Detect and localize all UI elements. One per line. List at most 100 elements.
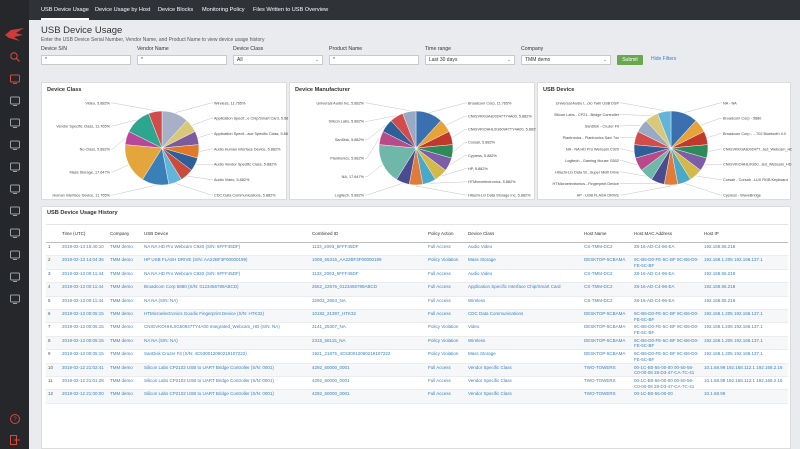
table-row[interactable]: 6 2019-02-13 00:05:15 TMM demo HTMicroelect…: [46, 309, 788, 324]
monitor-icon[interactable]: [6, 92, 23, 109]
slice-leader-line: [199, 148, 213, 152]
nav-tab-files-written-to-usb[interactable]: Files Written to USB Overview: [253, 7, 329, 13]
column-header[interactable]: Device Class: [466, 224, 582, 243]
gear-icon[interactable]: [6, 224, 23, 241]
radar-icon[interactable]: [6, 70, 23, 87]
table-cell: 192.168.1.205 192.168.137.1: [702, 322, 788, 337]
column-header[interactable]: [46, 224, 60, 243]
pie-slice[interactable]: [378, 144, 417, 180]
table-cell: CS-TMM-DC2: [582, 269, 632, 284]
table-cell: Full Access: [426, 296, 466, 310]
table-cell: TMM demo: [108, 269, 142, 284]
table-cell: 2019-02-12 21:01:28: [60, 376, 108, 391]
table-cell: 10: [46, 363, 60, 377]
pie-slice[interactable]: [657, 110, 672, 149]
table-cell: Policy Violation: [426, 322, 466, 337]
slice-label: Universal Audio Inc, 5.882%: [317, 101, 365, 105]
table-row[interactable]: 9 2019-02-13 00:05:15 TMM demo SanDisk Cruz…: [46, 349, 788, 364]
table-cell: 9C-B6-D0-FE-5C-BF 9C-B6-D0-FE-5C-BF: [632, 309, 702, 324]
vendor-name-input[interactable]: *: [137, 55, 227, 65]
logout-icon[interactable]: [6, 431, 23, 448]
slice-label: Mass Storage, 17.647%: [69, 170, 110, 174]
time-range-select[interactable]: Last 30 days ⌄: [425, 55, 515, 65]
table-cell[interactable]: CNIGVKOHHL0G60947TY4A00 Integrated_Webca…: [142, 322, 310, 337]
slice-leader-line: [192, 118, 213, 126]
table-row[interactable]: 4 2019-02-13 00:11:44 TMM demo Broadcom Cor…: [46, 282, 788, 297]
table-cell[interactable]: NA NA HD Pro Webcam C920 (S/N: 6FFF45DF): [142, 242, 310, 257]
sliders-icon[interactable]: [6, 158, 23, 175]
globe-icon[interactable]: [6, 268, 23, 285]
table-cell[interactable]: SanDisk Cruzer Fit (S/N: 4C5300120602191…: [142, 349, 310, 364]
table-cell: 28-16-AD-C4-96-EA: [632, 282, 702, 297]
nav-tab-device-usage-by-host[interactable]: Device Usage by Host: [95, 7, 151, 13]
table-cell[interactable]: NA NA (S/N: NA): [142, 296, 310, 310]
table-row[interactable]: 2 2019-02-13 14:04:36 TMM demo HP USB FLASH…: [46, 255, 788, 270]
table-row[interactable]: 1 2019-02-13 15:40:10 TMM demo NA NA HD Pro…: [46, 242, 788, 257]
table-cell: Policy Violation: [426, 349, 466, 364]
table-row[interactable]: 12 2019-02-12 21:00:00 TMM demo Silicon Lab…: [46, 389, 788, 404]
nav-tab-monitoring-policy[interactable]: Monitoring Policy: [202, 7, 245, 13]
slice-label: Corsair, 5.882%: [468, 141, 496, 145]
slice-label: HTMicroelectronics, 5.882%: [468, 180, 516, 184]
shield-icon[interactable]: [6, 290, 23, 307]
user-icon[interactable]: [6, 246, 23, 263]
table-cell[interactable]: NA NA (S/N: NA): [142, 336, 310, 351]
table-row[interactable]: 3 2019-02-13 00:11:44 TMM demo NA NA HD Pro…: [46, 269, 788, 284]
table-cell[interactable]: Silicon Labs CP2102 USB to UART Bridge C…: [142, 389, 310, 404]
column-header[interactable]: Host MAC Address: [632, 224, 702, 243]
slice-label: Hitachi-LG Data Storage Inc, 5.882%: [468, 193, 531, 197]
help-icon[interactable]: ?: [6, 410, 23, 427]
device-class-label: Device Class: [233, 46, 264, 52]
table-cell[interactable]: Broadcom Corp 5880 (S/N: 0123456789ABCD): [142, 282, 310, 297]
column-header[interactable]: Host IP: [702, 224, 788, 243]
sliders-icon[interactable]: [6, 136, 23, 153]
slice-leader-line: [620, 102, 665, 111]
table-row[interactable]: 10 2019-02-12 21:02:41 TMM demo Silicon Lab…: [46, 363, 788, 377]
column-header[interactable]: USB Device: [142, 224, 310, 243]
table-row[interactable]: 7 2019-02-13 00:05:15 TMM demo CNIGVKOHHL0G…: [46, 322, 788, 337]
device-sn-input[interactable]: *: [41, 55, 131, 65]
table-row[interactable]: 11 2019-02-12 21:01:28 TMM demo Silicon Lab…: [46, 376, 788, 391]
pie-slice[interactable]: [124, 144, 163, 180]
search-icon[interactable]: [6, 48, 23, 65]
nav-tab-usb-device-usage[interactable]: USB Device Usage: [41, 0, 89, 20]
table-cell[interactable]: NA NA HD Pro Webcam C920 (S/N: 6FFF45DF): [142, 269, 310, 284]
submit-button[interactable]: Submit: [617, 55, 643, 65]
slice-label: Audio Vendor Specific Class, 5.882%: [214, 163, 277, 167]
nav-tab-device-blocks[interactable]: Device Blocks: [158, 7, 194, 13]
slice-label: Audio Video, 5.882%: [214, 178, 250, 182]
table-cell: Full Access: [426, 376, 466, 391]
column-header[interactable]: Host Name: [582, 224, 632, 243]
table-cell: Vendor Specific Class: [466, 376, 582, 391]
table-cell: 28-16-AD-C4-96-EA: [632, 242, 702, 257]
network-icon[interactable]: [6, 202, 23, 219]
table-cell[interactable]: HP USB FLASH DRIVE (S/N: AA22BF3F0000019…: [142, 255, 310, 270]
history-table: Time (UTC) Company USB Device Combined ID Po…: [46, 224, 788, 404]
product-name-input[interactable]: *: [329, 55, 419, 65]
table-cell[interactable]: HTMicroelectronics Goodix Fingerprint De…: [142, 309, 310, 324]
company-select[interactable]: TMM demo ⌄: [521, 55, 611, 65]
table-cell: 2019-02-13 14:04:36: [60, 255, 108, 270]
table-row[interactable]: 8 2019-02-13 00:05:15 TMM demo NA NA (S/N: …: [46, 336, 788, 351]
table-cell: 6: [46, 309, 60, 324]
table-cell[interactable]: Silicon Labs CP2102 USB to UART Bridge C…: [142, 376, 310, 391]
column-header[interactable]: Company: [108, 224, 142, 243]
pie-slice[interactable]: [402, 110, 417, 149]
pie-slice[interactable]: [148, 110, 163, 149]
table-cell[interactable]: Silicon Labs CP2102 USB to UART Bridge C…: [142, 363, 310, 377]
table-cell: 2019-02-13 00:05:15: [60, 309, 108, 324]
column-header[interactable]: Policy Action: [426, 224, 466, 243]
table-cell: 2: [46, 255, 60, 270]
hide-filters-link[interactable]: Hide Filters: [651, 56, 677, 62]
table-cell: Application Specific Interface Chip/Smar…: [466, 282, 582, 297]
tablet-icon[interactable]: [6, 114, 23, 131]
grid-icon[interactable]: [6, 180, 23, 197]
device-class-select[interactable]: All ⌄: [233, 55, 323, 65]
table-cell: 192.168.55.218: [702, 296, 788, 310]
table-cell: Full Access: [426, 269, 466, 284]
column-header[interactable]: Time (UTC): [60, 224, 108, 243]
table-row[interactable]: 5 2019-02-13 00:11:44 TMM demo NA NA (S/N: …: [46, 296, 788, 310]
sidebar: ?: [0, 0, 29, 449]
column-header[interactable]: Combined ID: [310, 224, 426, 243]
table-cell: Full Access: [426, 389, 466, 404]
